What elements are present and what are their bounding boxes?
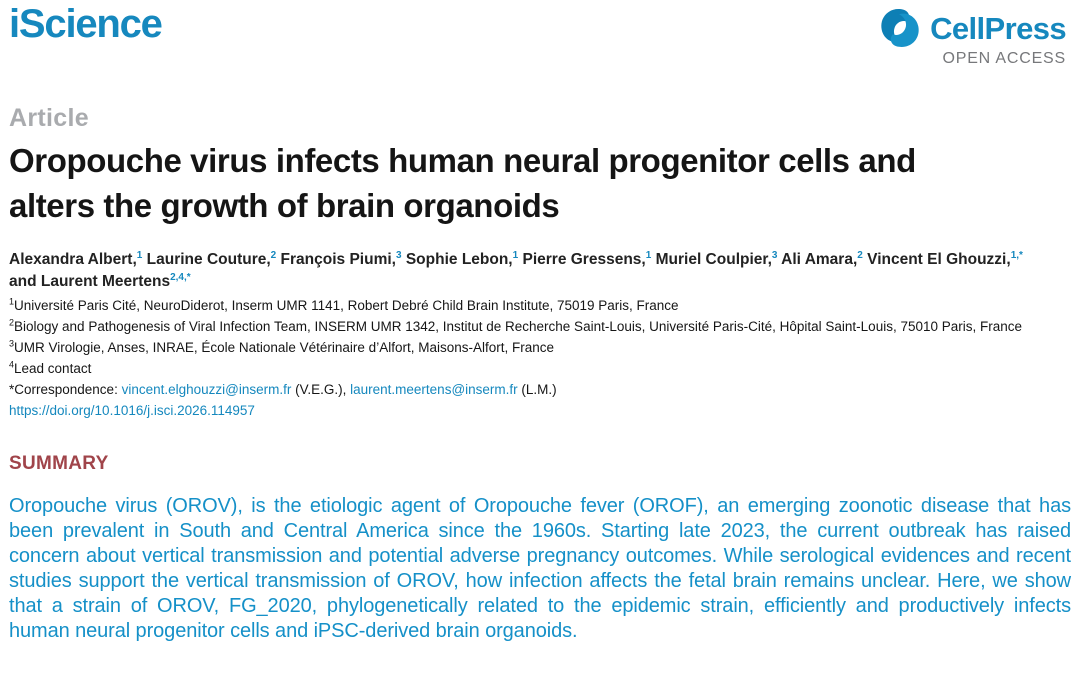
affiliations-block: 1Université Paris Cité, NeuroDiderot, In… (9, 295, 1071, 379)
author: Muriel Coulpier,3 (655, 249, 778, 268)
author: Pierre Gressens,1 (522, 249, 652, 268)
author-affiliation-sup: 1 (136, 249, 143, 261)
author-affiliation-sup: 2 (857, 249, 863, 261)
summary-heading: SUMMARY (9, 453, 109, 474)
author-affiliation-sup: 1 (512, 249, 519, 261)
author: Vincent El Ghouzzi,1,* (867, 249, 1023, 268)
author-name: Laurine Couture, (146, 251, 271, 268)
author-affiliation-sup: 3 (771, 249, 778, 261)
cellpress-logo: CellPress OPEN ACCESS (877, 3, 1071, 67)
author: Ali Amara,2 (781, 249, 863, 268)
affiliation-sup: 1 (9, 296, 15, 307)
affiliation-sup: 4 (9, 359, 15, 370)
author: Sophie Lebon,1 (405, 249, 519, 268)
cellpress-wordmark: CellPress (930, 10, 1067, 46)
page-header: iScience CellPress OPEN ACCESS (9, 0, 1071, 67)
author-affiliation-sup: 1,* (1010, 249, 1023, 261)
author-list: Alexandra Albert,1 Laurine Couture,2 Fra… (9, 249, 1071, 293)
author-name: François Piumi, (280, 251, 396, 268)
author: François Piumi,3 (280, 249, 402, 268)
correspondence-email-2[interactable]: laurent.meertens@inserm.fr (350, 382, 518, 397)
article-title: Oropouche virus infects human neural pro… (9, 142, 916, 224)
cellpress-comma-icon (877, 7, 923, 49)
author-name: Pierre Gressens, (522, 251, 646, 268)
author-name: Sophie Lebon, (405, 251, 513, 268)
iscience-logo: iScience (9, 2, 163, 46)
author-affiliation-sup: 2,4,* (170, 271, 191, 283)
affiliation-line: 2Biology and Pathogenesis of Viral Infec… (9, 317, 1023, 334)
author-name: Alexandra Albert, (9, 251, 137, 268)
doi-link[interactable]: https://doi.org/10.1016/j.isci.2026.1149… (9, 403, 255, 418)
affiliation-line: 3UMR Virologie, Anses, INRAE, École Nati… (9, 338, 554, 355)
affiliation-line: 1Université Paris Cité, NeuroDiderot, In… (9, 296, 679, 313)
summary-text: Oropouche virus (OROV), is the etiologic… (9, 495, 1071, 642)
author-name: Vincent El Ghouzzi, (867, 251, 1011, 268)
doi-line: https://doi.org/10.1016/j.isci.2026.1149… (9, 400, 1071, 421)
author-affiliation-sup: 3 (395, 249, 402, 261)
open-access-label: OPEN ACCESS (942, 50, 1066, 67)
author-name: and Laurent Meertens (9, 273, 171, 290)
affiliation-sup: 3 (9, 338, 15, 349)
author: Laurine Couture,2 (146, 249, 277, 268)
affiliation-line: 4Lead contact (9, 359, 92, 376)
author: Alexandra Albert,1 (9, 249, 143, 268)
affiliation-sup: 2 (9, 317, 15, 328)
author-name: Muriel Coulpier, (655, 251, 772, 268)
author: and Laurent Meertens2,4,* (9, 271, 191, 290)
author-affiliation-sup: 2 (270, 249, 277, 261)
author-name: Ali Amara, (781, 251, 858, 268)
correspondence-line: *Correspondence: vincent.elghouzzi@inser… (9, 382, 557, 397)
article-type-label: Article (9, 104, 89, 132)
correspondence-email-1[interactable]: vincent.elghouzzi@inserm.fr (121, 382, 292, 397)
author-affiliation-sup: 1 (645, 249, 652, 261)
